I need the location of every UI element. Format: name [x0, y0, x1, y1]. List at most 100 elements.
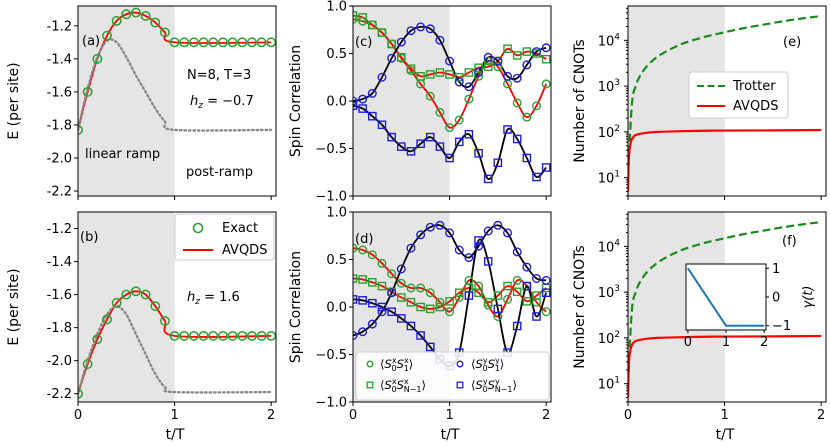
exact-point [140, 289, 151, 300]
panel-e: 101 102 103 104 (e) Trotter AVQDS Number of… [572, 5, 827, 200]
y-tick-label-b: -1.6 [47, 288, 72, 303]
exact-point-yy_end [353, 101, 358, 111]
y-tick-label-e: 104 [598, 32, 621, 49]
y-tick-label-a: -2.0 [47, 152, 72, 167]
exact-point-xx_end [353, 274, 358, 283]
exact-point-yy_end [396, 142, 406, 151]
exact-point [246, 330, 257, 341]
inset-gamma-line [687, 267, 765, 327]
axes-a: -1.2 -1.4 -1.6 -1.8 -2.0 -2.2 [47, 19, 272, 200]
inset-x-tick-label: 0 [684, 335, 692, 350]
axes-b: -1.2 -1.4 -1.6 -1.8 -2.0 -2.20 1 2 [47, 222, 276, 423]
legend-d-xx-nn: ⟨Sx 0Sx 1⟩ [380, 356, 413, 373]
avqds-line-yy_nn [353, 25, 547, 102]
exact-point-yy_nn [416, 230, 426, 240]
exact-point-yy_end [377, 302, 387, 312]
x-tick-label-d: 1 [445, 408, 453, 423]
exact-point-yy_nn [416, 22, 426, 32]
ylabel-e: Number of CNOTs [572, 39, 588, 162]
exact-point-xx_end [464, 68, 474, 77]
exact-point-xx_nn [425, 288, 435, 298]
exact-point-yy_end [406, 147, 416, 156]
exact-point [102, 30, 112, 41]
exact-point [150, 17, 161, 28]
exact-point-xx_end [454, 288, 464, 298]
series-avqds-line [628, 128, 822, 192]
exact-point [159, 27, 170, 38]
legend-d-xx-end-marker [366, 381, 374, 389]
legend-d: ⟨Sx 0Sx 1⟩ ⟨Sy 0Sy 1⟩ ⟨Sx 0Sx N−1⟩ ⟨Sy 0Sy N−1⟩ [355, 351, 550, 401]
axes-c: 1.0 0.5 0.0 −0.5 −1.0 [315, 0, 547, 205]
exact-point [179, 330, 190, 341]
exact-point-yy_end [387, 307, 396, 317]
exact-point-yy_nn [522, 60, 532, 70]
series-trotter-line [628, 220, 822, 384]
exact-point-yy_end [396, 314, 406, 323]
y-tick-label-b: -2.0 [47, 354, 72, 369]
y-tick-label-f: 103 [598, 284, 620, 301]
exact-point [188, 37, 199, 48]
frame-b [77, 211, 277, 403]
exact-point-xx_end [512, 287, 522, 297]
exact-point-yy_end [358, 296, 367, 305]
exact-point-yy_end [541, 288, 551, 298]
x-tick-label-f: 2 [817, 408, 825, 423]
exact-point-xx_end [425, 70, 435, 79]
exact-point-yy_end [454, 137, 464, 147]
exact-point-xx_nn [435, 297, 445, 307]
inset-x-tick-label: 2 [760, 335, 768, 350]
exact-point-xx_nn [522, 112, 532, 122]
axes-e: 101 102 103 104 [598, 7, 822, 200]
series-e [628, 14, 822, 192]
exact-point-yy_nn [367, 319, 377, 329]
exact-point-yy_end [368, 111, 377, 121]
exact-point-xx_end [358, 13, 367, 22]
exact-point-yy_end [493, 304, 503, 314]
annotation-hz-a: hz = −0.7 [190, 94, 254, 111]
exact-point-xx_end [541, 54, 551, 64]
exact-point-xx_end [416, 302, 425, 312]
exact-point [266, 37, 276, 48]
exact-point-xx_nn [454, 293, 464, 303]
exact-point-yy_end [416, 139, 425, 149]
exact-point-yy_end [541, 163, 551, 172]
exact-point-xx_end [493, 291, 503, 300]
exact-point-yy_nn [512, 73, 522, 83]
x-tick-label-f: 0 [624, 408, 632, 423]
exact-point-yy_end [512, 321, 522, 331]
x-tick-label-d: 2 [542, 408, 550, 423]
legend-b-exact-marker [192, 222, 204, 234]
exact-point-xx_end [358, 275, 367, 284]
legend-b: Exact AVQDS [174, 213, 275, 261]
legend-d-yy-end: ⟨Sy 0Sy N−1⟩ [471, 377, 517, 394]
y-tick-label-c: 0.0 [326, 95, 347, 110]
y-tick-label-a: -1.2 [47, 19, 72, 34]
ylabel-c: Spin Correlation [288, 45, 304, 157]
exact-point-yy_end [474, 236, 483, 245]
exact-point-yy_end [435, 142, 445, 151]
exact-point-yy_end [522, 281, 532, 291]
inset-y-tick-label: −1 [772, 319, 791, 334]
y-tick-label-b: -1.4 [47, 255, 72, 270]
annotation-post-ramp: post-ramp [186, 165, 253, 180]
exact-point [159, 316, 170, 326]
y-tick-label-a: -1.8 [47, 118, 72, 133]
exact-point-xx_nn [377, 258, 387, 268]
exact-point-xx_end [445, 297, 454, 306]
legend-e-trotter-label: Trotter [732, 79, 776, 94]
y-tick-label-b: -1.8 [47, 321, 72, 336]
y-tick-label-d: −0.5 [315, 348, 347, 363]
legend-e: Trotter AVQDS [688, 71, 789, 119]
inset-series [687, 267, 765, 327]
y-tick-label-a: -2.2 [47, 185, 72, 200]
exact-point-xx_end [445, 70, 454, 79]
exact-point-xx_end [512, 51, 522, 60]
exact-point [82, 359, 93, 369]
inset-y-tick-label: 1 [772, 262, 780, 277]
exact-point-yy_end [512, 134, 522, 144]
panel-f: 101 102 103 104 0 1 2 (f) 0 1 2 1 0 −1 γ(t) Number … [572, 211, 827, 423]
exact-point-xx_nn [367, 250, 377, 260]
legend-box-b [174, 213, 275, 261]
